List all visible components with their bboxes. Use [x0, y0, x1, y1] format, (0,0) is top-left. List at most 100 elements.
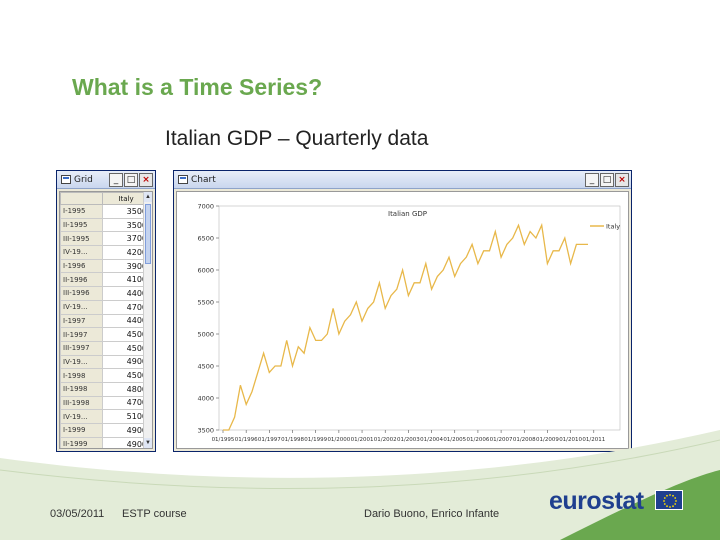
row-label[interactable]: I-1998 [60, 368, 103, 383]
x-tick-label: 01/2010 [559, 437, 582, 443]
row-label[interactable]: IV-19... [60, 299, 103, 315]
table-row[interactable]: I-1995 3500 [60, 204, 150, 219]
y-tick-label: 4000 [197, 395, 214, 403]
row-value[interactable]: 4500 [102, 368, 150, 383]
row-label[interactable]: II-1996 [60, 272, 103, 288]
flag-star [663, 503, 666, 505]
flag-star [663, 497, 666, 499]
y-tick-label: 6000 [197, 267, 214, 275]
scroll-down-icon[interactable]: ▼ [144, 438, 152, 448]
x-tick-label: 01/1997 [258, 437, 281, 443]
plot-area [218, 205, 621, 431]
y-tick-label: 4500 [197, 363, 214, 371]
chart-body: Italian GDP 3500 4000 4500 5000 5500 6000 6500 7… [176, 191, 629, 449]
row-value[interactable]: 5100 [102, 409, 150, 424]
row-value[interactable]: 4700 [102, 299, 150, 315]
footer-course: ESTP course [122, 508, 187, 520]
grid-window-title: Grid [74, 174, 93, 185]
x-tick-label: 01/2002 [374, 437, 397, 443]
row-value[interactable]: 4500 [102, 340, 150, 356]
table-row[interactable]: III-1997 4500 [60, 340, 150, 356]
footer-band [0, 430, 720, 540]
row-label[interactable]: III-1995 [60, 231, 103, 247]
grid-scrollbar[interactable]: ▲ ▼ [143, 192, 152, 448]
row-value[interactable]: 3900 [102, 258, 150, 274]
x-tick-label: 01/2009 [536, 437, 559, 443]
y-tick-label: 7000 [197, 203, 214, 211]
y-tick-label: 3500 [197, 427, 214, 435]
minimize-icon[interactable]: _ [585, 172, 599, 187]
row-label[interactable]: III-1998 [60, 395, 103, 411]
flag-star [669, 506, 671, 508]
flag-star [663, 500, 665, 502]
grid-column-header[interactable]: Italy [102, 192, 150, 205]
scroll-up-icon[interactable]: ▲ [144, 192, 152, 202]
table-row[interactable]: III-1998 4700 [60, 395, 150, 411]
chart-title: Italian GDP [388, 210, 427, 218]
table-row[interactable]: II-1998 4800 [60, 381, 150, 397]
x-tick-label: 01/1998 [281, 437, 304, 443]
legend-label: Italy [606, 223, 620, 231]
table-row[interactable]: I-1997 4400 [60, 313, 150, 329]
slide-subtitle: Italian GDP – Quarterly data [165, 127, 429, 150]
row-value[interactable]: 4900 [102, 354, 150, 370]
x-tick-label: 01/1999 [304, 437, 327, 443]
maximize-icon[interactable]: □ [600, 172, 614, 187]
x-tick-label: 01/2000 [327, 437, 350, 443]
close-icon[interactable]: × [139, 172, 153, 187]
table-row[interactable]: II-1999 4900 [60, 436, 150, 448]
maximize-icon[interactable]: □ [124, 172, 138, 187]
grid-titlebar[interactable]: Grid _ □ × [57, 171, 155, 189]
chart-window[interactable]: Chart _ □ × Italian GDP 3500 4000 4500 5000 5… [173, 170, 632, 452]
chart-titlebar[interactable]: Chart _ □ × [174, 171, 631, 189]
row-label[interactable]: IV-19... [60, 354, 103, 370]
grid-scroll-thumb[interactable] [145, 204, 151, 264]
row-label[interactable]: II-1998 [60, 381, 103, 397]
flag-star [669, 494, 671, 496]
close-icon[interactable]: × [615, 172, 629, 187]
y-tick-label: 5500 [197, 299, 214, 307]
table-row[interactable]: III-1995 3700 [60, 231, 150, 247]
table-row[interactable]: IV-19... 4200 [60, 245, 150, 260]
row-value[interactable]: 4400 [102, 286, 150, 301]
table-row[interactable]: II-1997 4500 [60, 327, 150, 342]
table-row[interactable]: III-1996 4400 [60, 286, 150, 301]
x-tick-label: 01/2008 [513, 437, 536, 443]
grid-window[interactable]: Grid _ □ × Italy I-1995 3500 II-1995 3500 II… [56, 170, 156, 452]
table-row[interactable]: IV-19... 5100 [60, 409, 150, 424]
page-number: 7 [0, 0, 7, 14]
row-label[interactable]: I-1996 [60, 258, 103, 274]
row-value[interactable]: 4700 [102, 395, 150, 411]
x-tick-label: 01/2006 [466, 437, 489, 443]
grid-app-icon [61, 175, 71, 184]
footer-authors: Dario Buono, Enrico Infante [364, 508, 500, 520]
row-value[interactable]: 3500 [102, 204, 150, 219]
row-label[interactable]: IV-19... [60, 245, 103, 260]
flag-star [672, 494, 674, 497]
x-tick-label: 01/1996 [235, 437, 258, 443]
minimize-icon[interactable]: _ [109, 172, 123, 187]
table-row[interactable]: II-1996 4100 [60, 272, 150, 288]
x-tick-label: 01/2004 [420, 437, 443, 443]
table-row[interactable]: IV-19... 4900 [60, 354, 150, 370]
row-value[interactable]: 4900 [102, 423, 150, 438]
row-label[interactable]: III-1996 [60, 286, 103, 301]
row-label[interactable]: I-1997 [60, 313, 103, 329]
table-row[interactable]: IV-19... 4700 [60, 299, 150, 315]
x-tick-label: 01/2011 [582, 437, 605, 443]
row-value[interactable]: 4200 [102, 245, 150, 260]
row-label[interactable]: II-1997 [60, 327, 103, 342]
row-label[interactable]: I-1995 [60, 204, 103, 219]
chart-app-icon [178, 175, 188, 184]
x-tick-label: 01/2003 [397, 437, 420, 443]
row-label[interactable]: III-1997 [60, 340, 103, 356]
table-row[interactable]: II-1995 3500 [60, 217, 150, 233]
table-row[interactable]: I-1996 3900 [60, 258, 150, 274]
x-tick-label: 01/1995 [212, 437, 235, 443]
eurostat-logo: eurostat [549, 487, 644, 515]
row-label[interactable]: II-1995 [60, 217, 103, 233]
table-row[interactable]: I-1998 4500 [60, 368, 150, 383]
row-label[interactable]: IV-19... [60, 409, 103, 424]
row-value[interactable]: 4500 [102, 327, 150, 342]
flag-star [674, 497, 677, 499]
